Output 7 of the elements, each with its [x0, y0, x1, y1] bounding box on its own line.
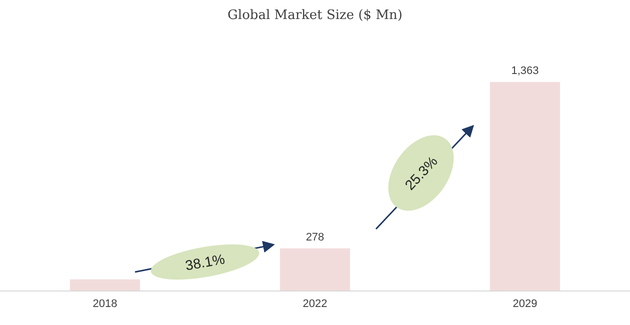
chart-title: Global Market Size ($ Mn) — [226, 8, 404, 23]
x-tick-label: 2018 — [92, 298, 118, 310]
annotation: 38.1% — [184, 250, 226, 274]
x-tick-label: 2022 — [302, 298, 328, 310]
data-label: 278 — [306, 231, 324, 244]
x-tick-label: 2029 — [512, 298, 538, 310]
data-label: 1,363 — [511, 65, 539, 77]
